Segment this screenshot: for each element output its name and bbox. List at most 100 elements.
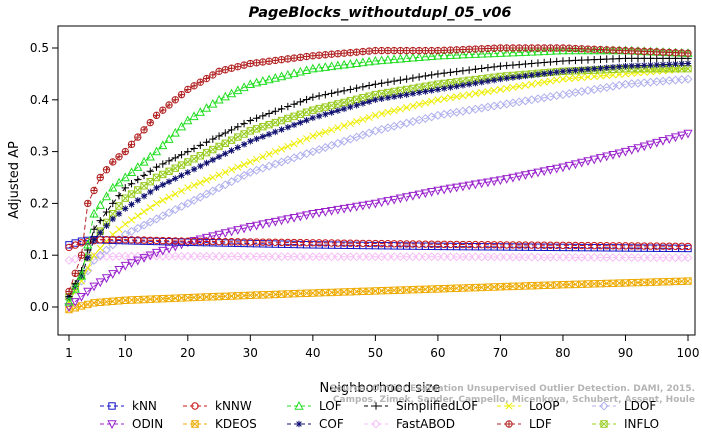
point-lof <box>502 47 512 57</box>
point-loop <box>290 140 298 148</box>
point-ldf <box>65 287 73 296</box>
point-odin <box>533 168 543 178</box>
point-simplifiedlof <box>302 95 311 104</box>
point-simplifiedlof <box>252 114 261 122</box>
point-cof <box>240 141 248 148</box>
point-fastabod <box>589 252 599 262</box>
point-cof <box>97 229 104 236</box>
point-fastabod <box>495 252 505 262</box>
point-simplifiedlof <box>434 70 442 78</box>
series-line-loop <box>68 68 689 303</box>
point-inflo <box>321 103 330 111</box>
point-lof <box>233 85 243 95</box>
point-ldof <box>170 205 180 215</box>
point-odin <box>364 200 374 210</box>
point-odin <box>608 151 618 160</box>
point-inflo <box>346 97 355 105</box>
point-ldof <box>227 177 237 187</box>
point-loop <box>253 155 261 163</box>
point-cof <box>428 87 435 94</box>
point-cof <box>609 63 617 71</box>
point-cof <box>503 75 510 82</box>
point-inflo <box>259 123 267 131</box>
point-ldf <box>246 59 255 68</box>
point-ldof <box>127 226 137 236</box>
point-ldf <box>546 44 555 52</box>
point-fastabod <box>477 252 487 262</box>
x-tick-label: 50 <box>368 346 383 360</box>
point-cof <box>434 86 442 93</box>
legend-item-loop: LoOP <box>497 399 560 413</box>
point-ldof <box>245 167 255 177</box>
point-loop <box>521 81 529 89</box>
point-simplifiedlof <box>484 63 492 72</box>
point-lof <box>570 45 581 55</box>
point-inflo <box>290 112 298 121</box>
point-loop <box>453 93 461 101</box>
point-fastabod <box>539 252 549 262</box>
point-ldf <box>296 53 305 61</box>
point-loop <box>484 87 492 96</box>
point-lof <box>145 151 155 161</box>
point-cof <box>534 71 542 78</box>
point-lof <box>339 59 349 69</box>
point-fastabod <box>364 252 374 262</box>
point-loop <box>515 82 523 90</box>
point-loop <box>371 111 379 119</box>
point-ldf <box>340 49 348 57</box>
point-ldf <box>290 54 298 62</box>
point-cof <box>422 88 429 95</box>
point-lof <box>351 58 362 67</box>
point-odin <box>326 206 337 216</box>
point-loop <box>96 244 104 252</box>
point-fastabod <box>620 253 630 263</box>
point-cof <box>215 153 223 160</box>
point-inflo <box>327 101 336 110</box>
point-loop <box>309 132 317 140</box>
point-odin <box>333 205 343 215</box>
point-simplifiedlof <box>215 132 223 140</box>
point-simplifiedlof <box>534 59 542 67</box>
point-ldf <box>609 46 617 54</box>
point-simplifiedlof <box>609 55 617 63</box>
point-simplifiedlof <box>415 73 423 81</box>
point-lof <box>595 45 606 55</box>
point-loop <box>553 76 561 84</box>
point-loop <box>534 79 542 87</box>
point-odin <box>645 140 656 150</box>
point-odin <box>120 261 130 271</box>
point-odin <box>89 282 99 292</box>
series-simplifiedlof <box>65 54 692 301</box>
point-lof <box>308 63 318 73</box>
point-lof <box>314 62 324 72</box>
point-fastabod <box>183 251 193 261</box>
point-loop <box>271 148 279 156</box>
point-simplifiedlof <box>90 225 98 233</box>
point-fastabod <box>270 252 280 262</box>
point-lof <box>326 61 337 71</box>
point-loop <box>565 75 573 83</box>
point-ldf <box>271 56 280 65</box>
point-inflo <box>409 84 417 93</box>
point-cof <box>528 71 535 79</box>
point-loop <box>177 187 186 195</box>
point-ldf <box>465 45 473 53</box>
point-fastabod <box>545 252 555 262</box>
legend-label: LDOF <box>624 399 656 413</box>
point-loop <box>152 199 161 207</box>
point-fastabod <box>177 251 187 261</box>
point-loop <box>328 126 336 134</box>
point-inflo <box>334 100 342 108</box>
point-odin <box>477 179 487 189</box>
point-ldof <box>164 208 174 218</box>
point-odin <box>439 185 449 195</box>
point-lof <box>433 50 443 60</box>
point-lof <box>283 69 293 79</box>
point-inflo <box>440 79 448 88</box>
point-ldf <box>559 44 567 52</box>
point-simplifiedlof <box>396 76 405 84</box>
point-ldf <box>346 49 355 57</box>
point-cof <box>272 128 279 136</box>
point-simplifiedlof <box>190 144 198 153</box>
point-odin <box>158 246 168 256</box>
